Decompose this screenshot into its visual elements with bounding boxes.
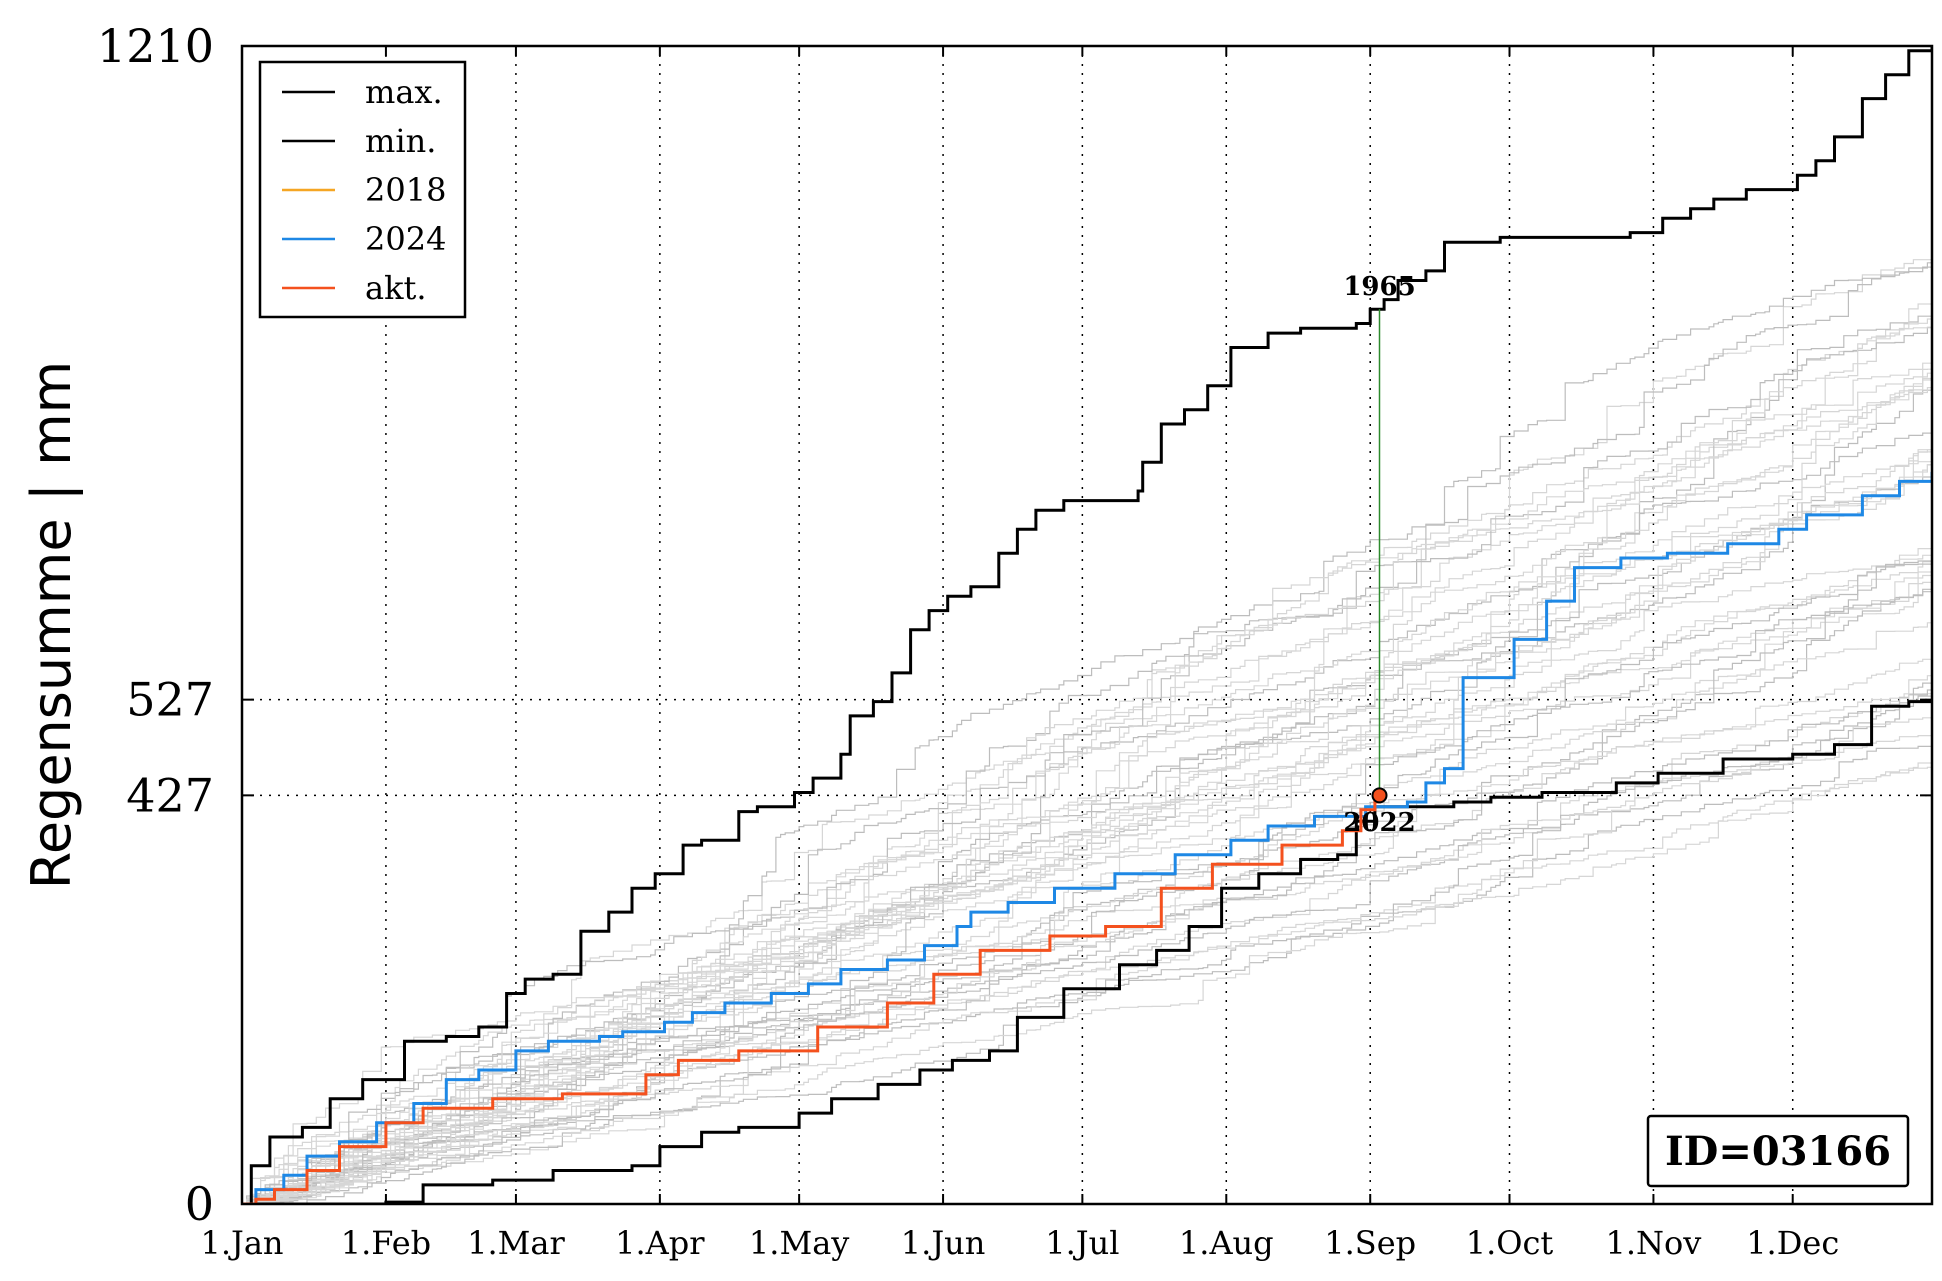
historical-year-line — [242, 251, 1932, 1204]
historical-year-line — [242, 689, 1932, 1204]
historical-year-line — [242, 766, 1932, 1204]
station-id-box: ID=03166 — [1646, 1114, 1910, 1188]
historical-years-lines — [242, 251, 1932, 1204]
id-label: ID=03166 — [1665, 1128, 1891, 1175]
series-line-max — [242, 46, 1932, 1204]
x-tick-label: 1.Feb — [341, 1224, 431, 1262]
y-tick-label: 1210 — [97, 19, 214, 73]
historical-year-line — [242, 759, 1932, 1204]
historical-year-line — [242, 326, 1932, 1204]
series-line-akt — [242, 795, 1381, 1204]
series-line-2024 — [242, 471, 1932, 1204]
annotation-max-marker: 1965 — [1343, 272, 1415, 302]
x-tick-label: 1.Dec — [1746, 1224, 1839, 1262]
historical-year-line — [242, 571, 1932, 1204]
legend-label: akt. — [365, 269, 427, 307]
x-tick-label: 1.Oct — [1466, 1224, 1554, 1262]
x-tick-label: 1.Apr — [615, 1224, 705, 1262]
id-box-frame — [1646, 1114, 1910, 1188]
historical-year-line — [242, 680, 1932, 1204]
y-tick-label: 427 — [126, 768, 214, 822]
historical-year-line — [242, 364, 1932, 1204]
legend: max. min. 2018 2024 akt. — [258, 60, 467, 319]
series-lines — [242, 46, 1932, 1204]
current-value-marker — [1371, 787, 1388, 804]
historical-year-line — [242, 566, 1932, 1204]
historical-year-line — [242, 377, 1932, 1204]
historical-year-line — [242, 313, 1932, 1204]
historical-year-line — [242, 561, 1932, 1204]
x-tick-label: 1.Jul — [1045, 1224, 1119, 1262]
historical-year-line — [242, 379, 1932, 1204]
x-tick-label: 1.May — [749, 1224, 849, 1262]
plot-frame — [240, 44, 1934, 1206]
legend-label: min. — [365, 122, 436, 160]
legend-label: max. — [365, 73, 443, 111]
historical-year-line — [242, 692, 1932, 1204]
historical-year-line — [242, 560, 1932, 1204]
legend-label: 2018 — [365, 171, 446, 209]
historical-year-line — [242, 672, 1932, 1204]
historical-year-line — [242, 256, 1932, 1204]
x-tick-label: 1.Mar — [467, 1224, 565, 1262]
historical-year-line — [242, 447, 1932, 1204]
y-tick-label: 527 — [126, 673, 214, 727]
x-tick-label: 1.Sep — [1324, 1224, 1416, 1262]
series-line-min — [242, 699, 1932, 1204]
y-axis-label: Regensumme | mm — [20, 361, 83, 890]
annotation-min-marker: 2022 — [1343, 808, 1415, 838]
x-tick-label: 1.Jun — [901, 1224, 986, 1262]
legend-label: 2024 — [365, 220, 446, 258]
y-tick-label: 0 — [185, 1177, 214, 1231]
x-tick-label: 1.Nov — [1605, 1224, 1701, 1262]
annotations-layer: 1965 2022 — [1343, 272, 1415, 838]
axis-ticks: 0 427 527 1210 1.Jan 1.Feb 1.Mar 1.Apr 1.May 1.Ju… — [97, 19, 1932, 1262]
historical-year-line — [242, 448, 1932, 1204]
x-tick-label: 1.Aug — [1179, 1224, 1274, 1262]
x-tick-label: 1.Jan — [200, 1224, 283, 1262]
